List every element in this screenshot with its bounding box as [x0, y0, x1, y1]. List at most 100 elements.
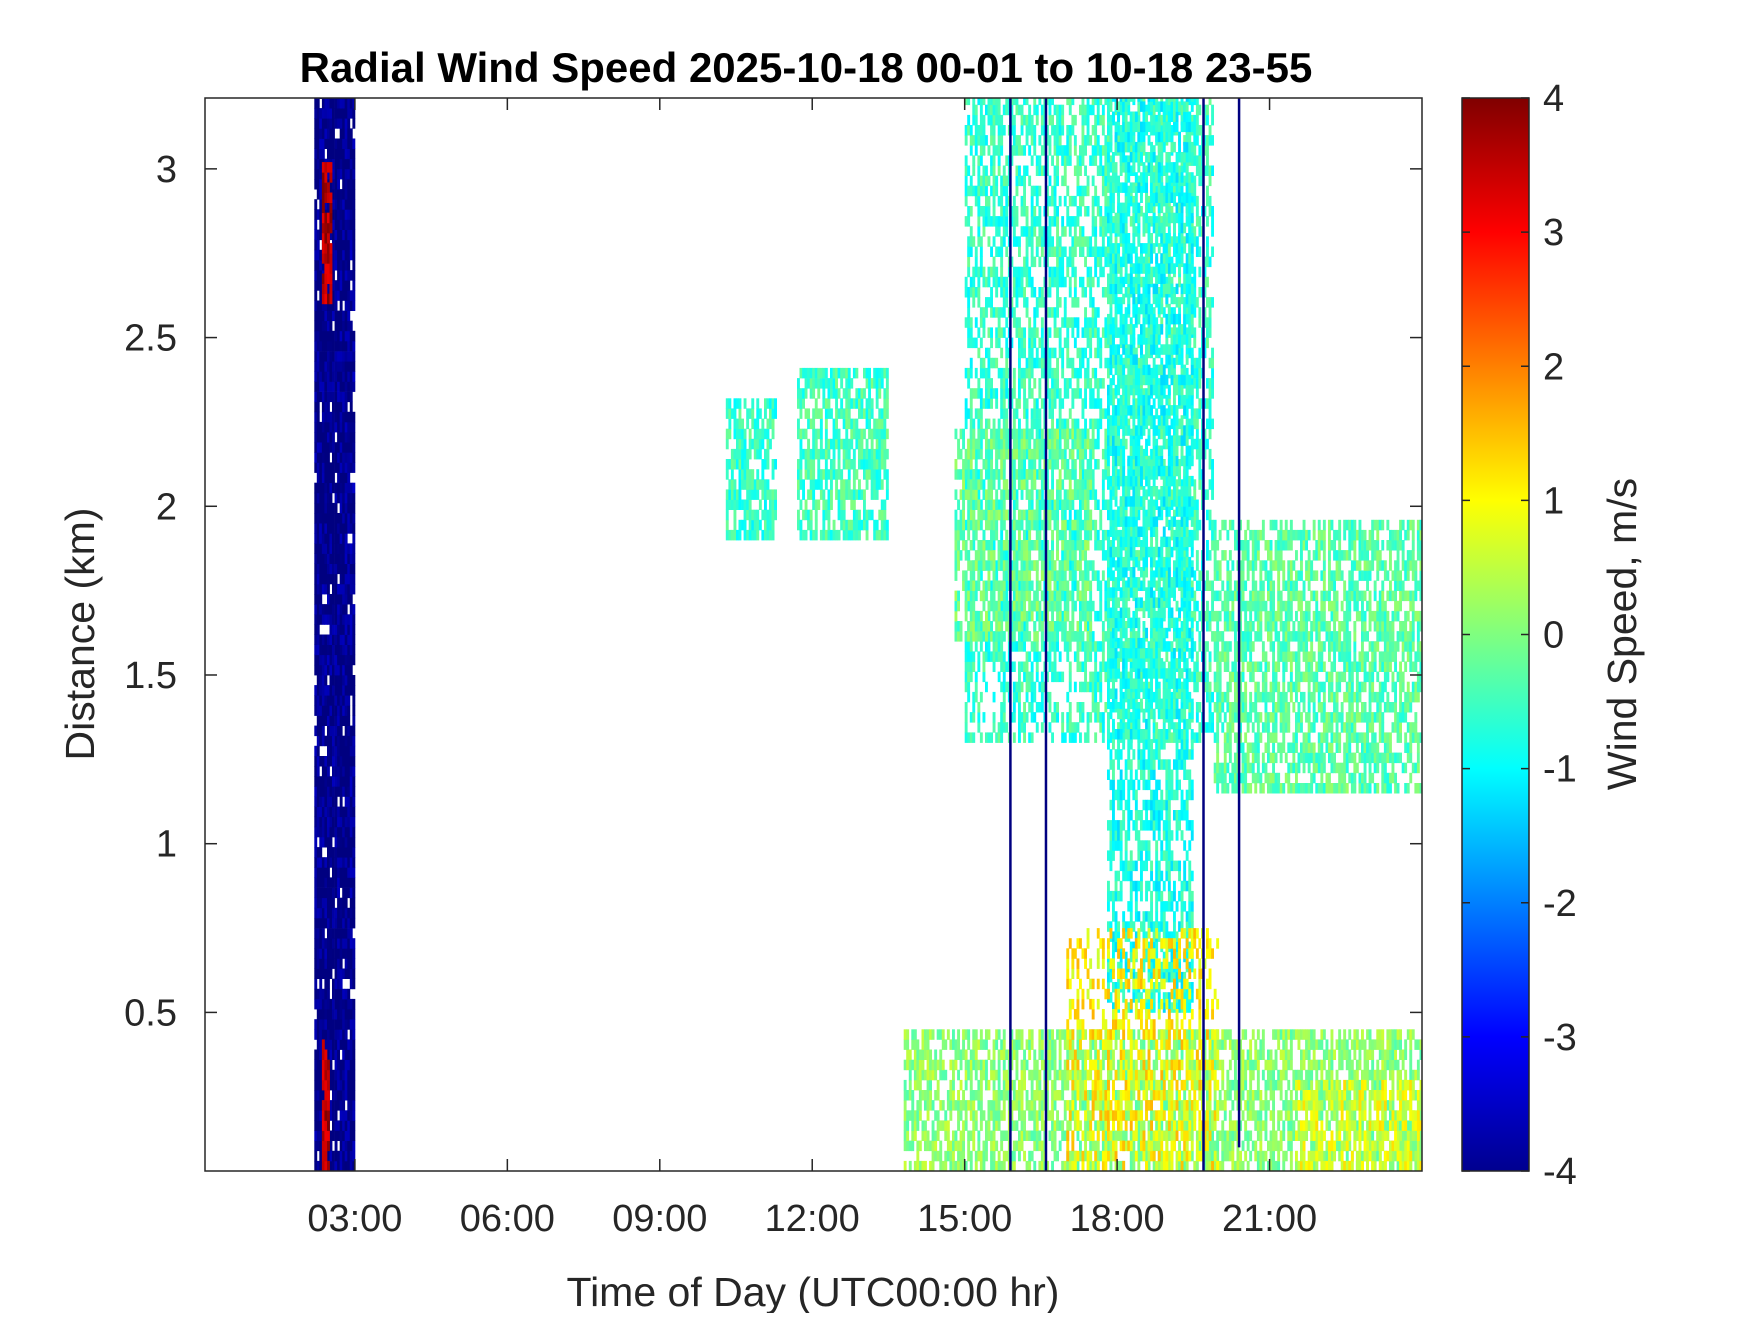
- heatmap-cell: [347, 907, 351, 919]
- heatmap-cell: [329, 330, 333, 342]
- heatmap-cell: [1000, 681, 1004, 693]
- heatmap-cell: [329, 513, 333, 524]
- heatmap-cell: [987, 98, 991, 106]
- heatmap-cell: [1018, 550, 1021, 561]
- heatmap-cell: [1094, 145, 1098, 156]
- heatmap-cell: [751, 408, 755, 419]
- heatmap-cell: [995, 114, 999, 126]
- heatmap-cell: [347, 1039, 351, 1050]
- heatmap-cell: [1038, 337, 1042, 349]
- heatmap-cell: [1025, 529, 1029, 541]
- heatmap-cell: [319, 604, 323, 615]
- heatmap-cell: [972, 702, 976, 713]
- heatmap-cell: [1025, 135, 1029, 146]
- heatmap-cell: [1038, 236, 1042, 247]
- heatmap-cell: [352, 340, 356, 352]
- heatmap-cell: [974, 671, 978, 683]
- heatmap-cell: [347, 786, 351, 797]
- heatmap-cell: [797, 509, 800, 521]
- heatmap-cell: [997, 114, 1001, 126]
- heatmap-cell: [332, 867, 335, 878]
- heatmap-cell: [324, 715, 328, 726]
- heatmap-cell: [352, 1100, 356, 1111]
- heatmap-cell: [1084, 114, 1087, 126]
- heatmap-cell: [316, 523, 320, 534]
- heatmap-cell: [327, 776, 330, 787]
- heatmap-cell: [1068, 540, 1072, 551]
- heatmap-cell: [1056, 266, 1059, 278]
- heatmap-cell: [1147, 195, 1151, 207]
- heatmap-cell: [840, 398, 844, 409]
- heatmap-cell: [797, 418, 800, 430]
- heatmap-cell: [1051, 671, 1054, 683]
- heatmap-cell: [1005, 580, 1009, 591]
- heatmap-cell: [1028, 226, 1032, 237]
- heatmap-cell: [885, 388, 889, 399]
- heatmap-cell: [337, 614, 340, 625]
- heatmap-cell: [349, 442, 353, 453]
- heatmap-cell: [852, 499, 856, 510]
- heatmap-cell: [1109, 509, 1113, 521]
- heatmap-cell: [314, 907, 318, 919]
- heatmap-cell: [837, 499, 841, 510]
- heatmap-cell: [337, 675, 340, 686]
- heatmap-cell: [977, 236, 981, 247]
- heatmap-cell: [812, 469, 816, 480]
- heatmap-cell: [858, 448, 861, 460]
- heatmap-cell: [334, 786, 338, 797]
- heatmap-cell: [1005, 418, 1009, 430]
- heatmap-cell: [748, 479, 752, 490]
- heatmap-cell: [1068, 509, 1072, 521]
- heatmap-cell: [347, 1160, 351, 1172]
- heatmap-cell: [334, 847, 338, 858]
- heatmap-cell: [1124, 206, 1128, 217]
- heatmap-cell: [337, 776, 340, 787]
- heatmap-cell: [339, 523, 343, 534]
- heatmap-cell: [1012, 125, 1016, 136]
- heatmap-cell: [1071, 732, 1075, 743]
- heatmap-cell: [1107, 428, 1110, 440]
- heatmap-cell: [1038, 408, 1042, 419]
- heatmap-cell: [1051, 98, 1054, 106]
- heatmap-cell: [347, 594, 351, 605]
- heatmap-cell: [1033, 418, 1037, 430]
- heatmap-cell: [1076, 155, 1080, 166]
- heatmap-cell: [733, 448, 737, 460]
- heatmap-cell: [1048, 104, 1052, 116]
- heatmap-cell: [314, 249, 318, 261]
- heatmap-cell: [1091, 479, 1095, 490]
- heatmap-cell: [334, 725, 338, 737]
- heatmap-cell: [1040, 347, 1044, 359]
- heatmap-cell: [332, 766, 335, 777]
- heatmap-cell: [1010, 428, 1014, 440]
- heatmap-cell: [1010, 114, 1014, 126]
- heatmap-cell: [1005, 367, 1009, 379]
- heatmap-cell: [1048, 691, 1052, 703]
- heatmap-cell: [1129, 195, 1133, 207]
- heatmap-cell: [736, 418, 739, 430]
- heatmap-cell: [1002, 418, 1006, 430]
- heatmap-cell: [1086, 236, 1090, 247]
- heatmap-cell: [337, 594, 340, 605]
- heatmap-cell: [347, 219, 351, 230]
- heatmap-cell: [1129, 317, 1133, 328]
- heatmap-cell: [1079, 347, 1082, 359]
- heatmap-cell: [327, 273, 330, 284]
- heatmap-cell: [352, 917, 356, 929]
- heatmap-cell: [332, 421, 335, 433]
- heatmap-cell: [967, 206, 971, 217]
- heatmap-cell: [332, 998, 335, 1010]
- heatmap-cell: [977, 712, 981, 723]
- heatmap-cell: [1048, 226, 1052, 237]
- heatmap-cell: [1015, 236, 1019, 247]
- heatmap-cell: [1068, 519, 1072, 531]
- heatmap-cell: [314, 604, 318, 615]
- heatmap-cell: [344, 1120, 348, 1131]
- heatmap-cell: [1147, 580, 1151, 591]
- heatmap-cell: [334, 502, 338, 514]
- heatmap-cell: [319, 108, 323, 119]
- heatmap-cell: [344, 988, 348, 1000]
- heatmap-cell: [334, 229, 338, 241]
- heatmap-cell: [321, 401, 325, 413]
- heatmap-cell: [1079, 236, 1082, 247]
